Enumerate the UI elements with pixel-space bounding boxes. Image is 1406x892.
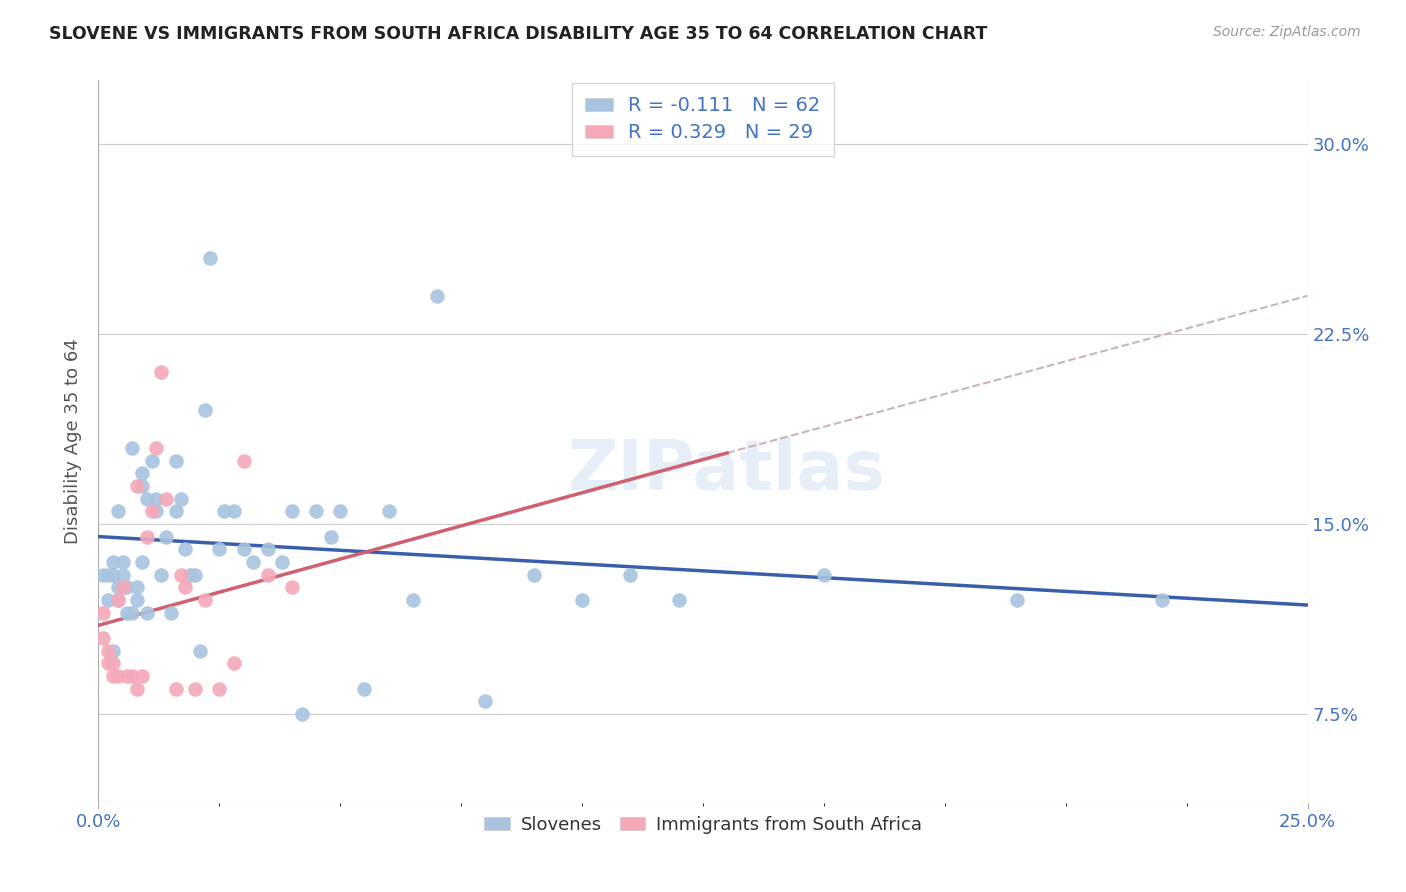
Point xyxy=(813,567,835,582)
Point xyxy=(107,593,129,607)
Point xyxy=(117,606,139,620)
Y-axis label: Disability Age 35 to 64: Disability Age 35 to 64 xyxy=(65,339,83,544)
Point xyxy=(97,567,120,582)
Point xyxy=(281,580,304,594)
Point xyxy=(131,669,153,683)
Point xyxy=(101,657,124,671)
Point xyxy=(271,555,294,569)
Point xyxy=(281,504,304,518)
Point xyxy=(194,402,217,417)
Point xyxy=(101,567,124,582)
Point xyxy=(131,555,153,569)
Point xyxy=(91,567,114,582)
Point xyxy=(155,491,177,506)
Legend: Slovenes, Immigrants from South Africa: Slovenes, Immigrants from South Africa xyxy=(477,808,929,841)
Point xyxy=(135,491,157,506)
Point xyxy=(150,365,173,379)
Point xyxy=(121,606,143,620)
Point xyxy=(91,606,114,620)
Point xyxy=(198,251,221,265)
Point xyxy=(184,567,207,582)
Point xyxy=(256,567,278,582)
Point xyxy=(169,491,191,506)
Point xyxy=(107,593,129,607)
Point xyxy=(1007,593,1029,607)
Point xyxy=(174,542,197,557)
Point xyxy=(107,580,129,594)
Point xyxy=(145,441,167,455)
Point xyxy=(150,567,173,582)
Point xyxy=(91,631,114,645)
Point xyxy=(212,504,235,518)
Point xyxy=(165,681,187,696)
Text: Source: ZipAtlas.com: Source: ZipAtlas.com xyxy=(1213,25,1361,39)
Point xyxy=(97,593,120,607)
Point xyxy=(222,504,245,518)
Point xyxy=(426,289,449,303)
Point xyxy=(619,567,641,582)
Point xyxy=(117,669,139,683)
Point xyxy=(97,643,120,657)
Point xyxy=(111,580,134,594)
Point xyxy=(117,580,139,594)
Point xyxy=(165,453,187,467)
Point xyxy=(232,542,254,557)
Point xyxy=(107,504,129,518)
Point xyxy=(402,593,425,607)
Point xyxy=(145,504,167,518)
Point xyxy=(232,453,254,467)
Point xyxy=(127,681,149,696)
Point xyxy=(208,542,231,557)
Point xyxy=(256,542,278,557)
Point xyxy=(107,669,129,683)
Point xyxy=(174,580,197,594)
Point xyxy=(155,530,177,544)
Point xyxy=(101,643,124,657)
Point xyxy=(127,479,149,493)
Point xyxy=(1152,593,1174,607)
Point xyxy=(571,593,593,607)
Point xyxy=(111,555,134,569)
Point xyxy=(329,504,352,518)
Point xyxy=(523,567,546,582)
Point xyxy=(242,555,264,569)
Point xyxy=(97,657,120,671)
Point xyxy=(165,504,187,518)
Point xyxy=(101,669,124,683)
Point xyxy=(305,504,328,518)
Point xyxy=(169,567,191,582)
Point xyxy=(208,681,231,696)
Point xyxy=(179,567,201,582)
Point xyxy=(141,504,163,518)
Point xyxy=(353,681,375,696)
Point xyxy=(194,593,217,607)
Point xyxy=(111,567,134,582)
Point xyxy=(668,593,690,607)
Point xyxy=(121,669,143,683)
Point xyxy=(101,555,124,569)
Point xyxy=(184,681,207,696)
Point xyxy=(135,606,157,620)
Point xyxy=(111,580,134,594)
Point xyxy=(127,580,149,594)
Point xyxy=(131,479,153,493)
Point xyxy=(319,530,342,544)
Point xyxy=(127,593,149,607)
Text: SLOVENE VS IMMIGRANTS FROM SOUTH AFRICA DISABILITY AGE 35 TO 64 CORRELATION CHAR: SLOVENE VS IMMIGRANTS FROM SOUTH AFRICA … xyxy=(49,25,987,43)
Point xyxy=(145,491,167,506)
Point xyxy=(141,453,163,467)
Point xyxy=(121,441,143,455)
Point xyxy=(160,606,183,620)
Point xyxy=(188,643,211,657)
Point xyxy=(222,657,245,671)
Point xyxy=(377,504,399,518)
Point xyxy=(290,707,312,722)
Point xyxy=(131,467,153,481)
Text: ZIPatlas: ZIPatlas xyxy=(568,437,886,504)
Point xyxy=(135,530,157,544)
Point xyxy=(474,694,496,708)
